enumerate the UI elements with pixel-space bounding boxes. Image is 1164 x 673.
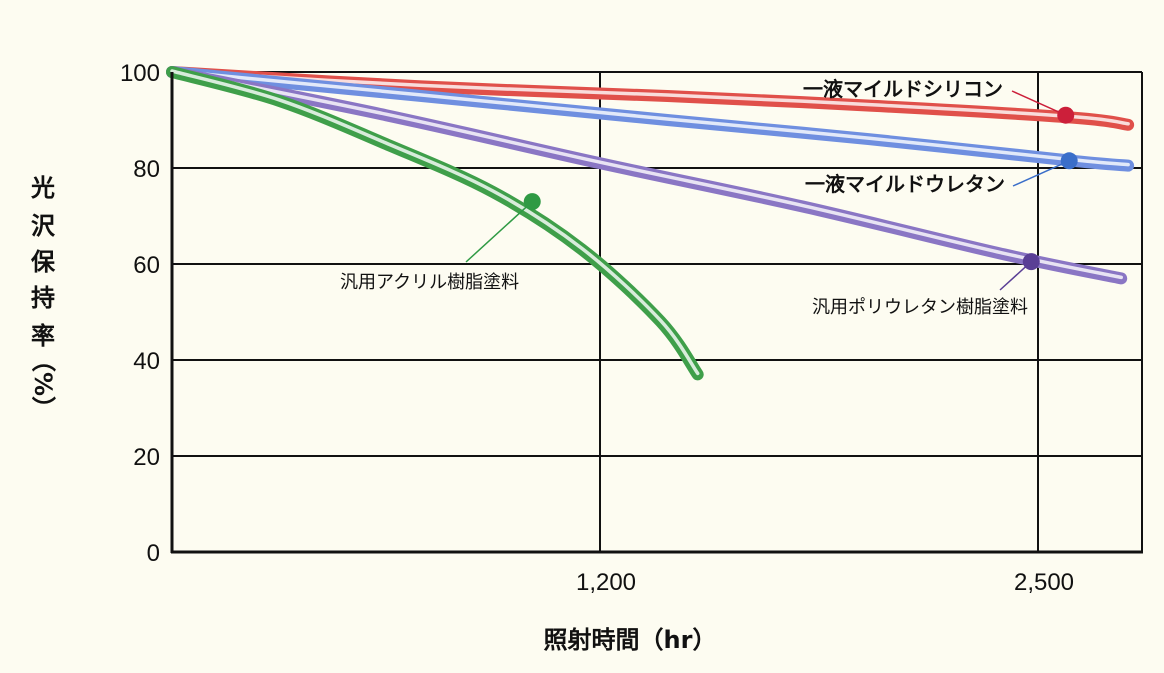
series-3-line-highlight bbox=[170, 69, 700, 376]
y-axis-title-char-5: （%） bbox=[29, 348, 57, 420]
series-0-label: 一液マイルドシリコン bbox=[803, 77, 1003, 101]
axis-layer: 0 20 40 60 80 100 1,200 2,500 bbox=[120, 60, 1143, 596]
y-axis-title-char-0: 光 bbox=[30, 174, 55, 202]
y-tick-label-100: 100 bbox=[120, 60, 160, 87]
series-2-label: 汎用ポリウレタン樹脂塗料 bbox=[812, 296, 1028, 318]
series-2-marker bbox=[1022, 253, 1040, 271]
y-axis-title-char-1: 沢 bbox=[31, 212, 56, 240]
y-axis-title-char-2: 保 bbox=[30, 248, 56, 276]
series-0-line-highlight bbox=[170, 69, 1130, 126]
series-0-leader-line bbox=[1011, 90, 1067, 116]
series-3-marker bbox=[523, 193, 541, 211]
series-0-marker bbox=[1057, 106, 1075, 124]
x-tick-label-2500: 2,500 bbox=[1014, 569, 1074, 596]
y-axis-title-char-4: 率 bbox=[31, 322, 55, 350]
y-tick-label-0: 0 bbox=[147, 540, 160, 567]
series-2-line-highlight bbox=[170, 69, 1123, 280]
y-tick-label-60: 60 bbox=[133, 252, 160, 279]
series-3-label: 汎用アクリル樹脂塗料 bbox=[340, 271, 519, 293]
series-3-leader-line bbox=[465, 201, 533, 263]
x-tick-label-1200: 1,200 bbox=[576, 569, 636, 596]
y-tick-label-20: 20 bbox=[133, 444, 160, 471]
series-1-line-highlight bbox=[170, 69, 1130, 167]
series-1-marker bbox=[1060, 152, 1078, 170]
series-1-label: 一液マイルドウレタン bbox=[805, 172, 1005, 196]
series-1-leader-line bbox=[1012, 160, 1070, 187]
x-axis-title: 照射時間（hr） bbox=[544, 626, 717, 654]
y-tick-label-40: 40 bbox=[133, 348, 160, 375]
y-tick-label-80: 80 bbox=[133, 156, 160, 183]
y-axis-title-char-3: 持 bbox=[31, 284, 55, 312]
series-layer bbox=[166, 66, 1135, 381]
